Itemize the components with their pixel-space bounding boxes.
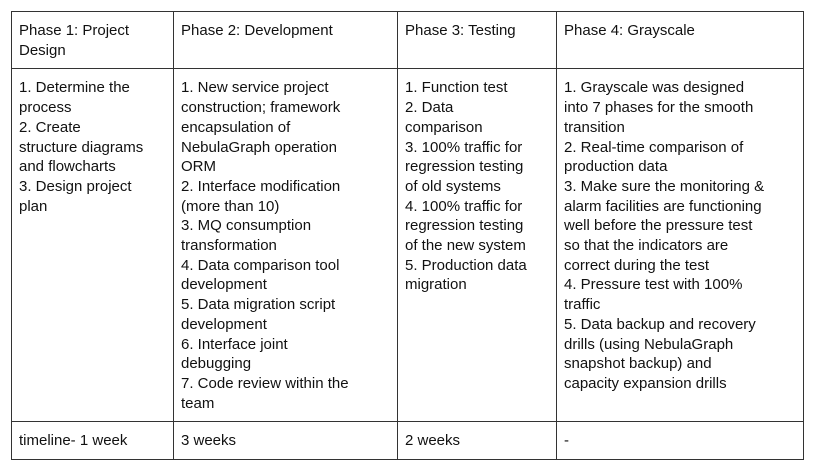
header-row: Phase 1: Project Design Phase 2: Develop… [11, 10, 804, 70]
task-line: encapsulation of [181, 118, 291, 136]
project-phases-table: Phase 1: Project Design Phase 2: Develop… [11, 10, 804, 461]
task-line: 2. Data [405, 99, 454, 117]
phase-3-tasks: 1. Function test 2. Data comparison 3. 1… [397, 68, 557, 423]
task-line: 1. Function test [405, 79, 508, 97]
phase-1-header: Phase 1: Project Design [11, 10, 174, 70]
task-line: 4. 100% traffic for [405, 197, 523, 215]
task-line: 2. Interface modification [181, 177, 341, 195]
task-line: development [181, 276, 267, 294]
task-line: 6. Interface joint [181, 335, 288, 353]
phase-3-header: Phase 3: Testing [397, 10, 557, 70]
task-line: (more than 10) [181, 197, 280, 215]
phase-2-header: Phase 2: Development [173, 10, 398, 70]
task-line: 7. Code review within the [181, 374, 349, 392]
task-line: 1. New service project [181, 79, 329, 97]
task-line: ORM [181, 158, 216, 176]
task-line: 3. Design project [19, 177, 132, 195]
task-line: plan [19, 197, 48, 215]
phase-3-timeline: 2 weeks [397, 421, 557, 461]
task-line: construction; framework [181, 99, 341, 117]
phase-2-tasks: 1. New service project construction; fra… [173, 68, 398, 423]
tasks-row: 1. Determine the process 2. Create struc… [11, 68, 804, 423]
header-line: Phase 2: Development [181, 22, 333, 39]
phase-4-timeline: - [556, 421, 804, 461]
task-line: 2. Real-time comparison of [564, 138, 744, 156]
phase-2-timeline: 3 weeks [173, 421, 398, 461]
header-line: Phase 1: Project [19, 22, 130, 39]
task-line: production data [564, 158, 668, 176]
task-line: 5. Data migration script [181, 296, 336, 314]
phase-1-tasks: 1. Determine the process 2. Create struc… [11, 68, 174, 423]
task-line: 4. Pressure test with 100% [564, 276, 743, 294]
task-line: 4. Data comparison tool [181, 256, 340, 274]
task-line: team [181, 394, 215, 412]
task-line: 5. Data backup and recovery [564, 315, 756, 333]
task-line: 3. 100% traffic for [405, 138, 523, 156]
task-line: 1. Grayscale was designed [564, 79, 745, 97]
task-line: drills (using NebulaGraph [564, 335, 734, 353]
phase-1-timeline: timeline- 1 week [11, 421, 174, 461]
timeline-row: timeline- 1 week 3 weeks 2 weeks - [11, 421, 804, 461]
task-line: 3. MQ consumption [181, 217, 312, 235]
task-line: alarm facilities are functioning [564, 197, 762, 215]
phase-4-header: Phase 4: Grayscale [556, 10, 804, 70]
task-line: 5. Production data [405, 256, 527, 274]
task-line: capacity expansion drills [564, 374, 727, 392]
task-line: development [181, 315, 267, 333]
task-line: NebulaGraph operation [181, 138, 337, 156]
task-line: 2. Create [19, 118, 81, 136]
task-line: of the new system [405, 237, 526, 255]
task-line: snapshot backup) and [564, 355, 712, 373]
task-line: into 7 phases for the smooth [564, 99, 754, 117]
header-line: Phase 3: Testing [405, 22, 516, 39]
task-line: debugging [181, 355, 252, 373]
task-line: 1. Determine the [19, 79, 130, 97]
task-line: correct during the test [564, 256, 710, 274]
task-line: regression testing [405, 158, 524, 176]
task-line: migration [405, 276, 467, 294]
task-line: of old systems [405, 177, 501, 195]
task-line: comparison [405, 118, 483, 136]
task-line: regression testing [405, 217, 524, 235]
task-line: transition [564, 118, 625, 136]
task-line: transformation [181, 237, 277, 255]
header-line: Design [19, 41, 66, 59]
task-line: 3. Make sure the monitoring & [564, 177, 765, 195]
task-line: well before the pressure test [564, 217, 753, 235]
task-line: structure diagrams [19, 138, 144, 156]
phase-4-tasks: 1. Grayscale was designed into 7 phases … [556, 68, 804, 423]
header-line: Phase 4: Grayscale [564, 22, 695, 39]
task-line: so that the indicators are [564, 237, 729, 255]
task-line: traffic [564, 296, 601, 314]
task-line: process [19, 99, 72, 117]
task-line: and flowcharts [19, 158, 116, 176]
